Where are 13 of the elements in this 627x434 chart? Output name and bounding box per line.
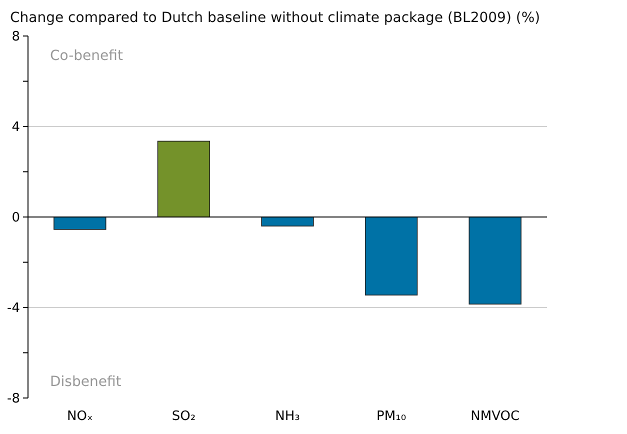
y-tick-label: 8 — [12, 30, 20, 45]
x-tick-label: NH₃ — [275, 409, 300, 424]
y-tick-label: -8 — [7, 392, 20, 407]
x-tick-label: NOₓ — [67, 409, 93, 424]
annotation: Co-benefit — [50, 48, 124, 64]
x-tick-label: NMVOC — [470, 409, 520, 424]
y-tick-label: -4 — [7, 301, 20, 316]
annotation: Disbenefit — [50, 374, 122, 390]
chart-title: Change compared to Dutch baseline without climate package (BL2009) (%) — [10, 10, 540, 26]
y-tick-label: 4 — [12, 120, 20, 136]
x-tick-label: SO₂ — [172, 409, 196, 424]
x-tick-label: PM₁₀ — [376, 409, 406, 424]
y-tick-label: 0 — [12, 210, 20, 226]
